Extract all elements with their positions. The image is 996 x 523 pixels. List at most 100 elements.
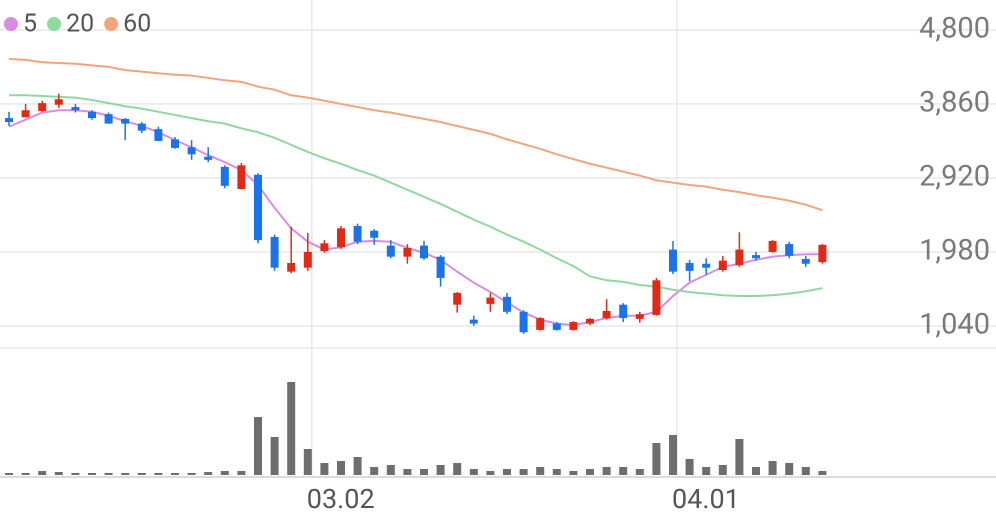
candle-body	[469, 319, 478, 324]
volume-bar	[436, 465, 445, 475]
volume-bar	[38, 471, 47, 475]
volume-bar	[569, 471, 578, 475]
candle-body	[303, 251, 312, 268]
volume-bar	[652, 443, 661, 475]
volume-bar	[752, 467, 760, 475]
legend-label: 20	[66, 10, 94, 39]
volume-bar	[287, 382, 296, 475]
candle-body	[503, 296, 511, 312]
volume-bar	[204, 472, 213, 475]
legend-label: 60	[123, 10, 151, 39]
volume-bar	[768, 461, 777, 475]
volume-bar	[635, 469, 644, 475]
candle-body	[137, 123, 146, 131]
candle-body	[552, 323, 561, 330]
candle-body	[403, 248, 412, 257]
candle-body	[569, 322, 578, 330]
candle-body	[320, 243, 329, 252]
volume-bar	[270, 437, 279, 475]
candle-body	[801, 259, 810, 264]
volume-bar	[685, 459, 694, 475]
y-tick-label: 3,860	[919, 86, 990, 120]
candle-body	[652, 280, 661, 315]
volume-bar	[469, 469, 478, 475]
candle-body	[5, 118, 13, 123]
volume-bar	[818, 471, 827, 475]
volume-bar	[21, 473, 30, 475]
candle-body	[735, 249, 744, 266]
candle-body	[586, 318, 594, 324]
candle-body	[254, 174, 262, 241]
volume-bar	[420, 469, 428, 475]
candle-body	[38, 103, 47, 112]
volume-bar	[619, 467, 628, 475]
ma-line	[9, 94, 823, 298]
volume-bar	[702, 467, 711, 475]
volume-bar	[403, 469, 412, 475]
volume-bar	[254, 417, 262, 475]
candle-body	[635, 314, 644, 319]
volume-bar	[104, 473, 113, 475]
candle-body	[370, 230, 379, 238]
candle-body	[420, 245, 428, 259]
volume-bar	[785, 463, 794, 475]
candle-body	[88, 111, 96, 119]
y-tick-label: 4,800	[919, 12, 990, 46]
candle-body	[154, 129, 163, 141]
volume-bar	[602, 467, 611, 475]
volume-bar	[154, 473, 163, 475]
x-tick-label: 03.02	[307, 483, 375, 515]
volume-bar	[71, 473, 80, 475]
volume-bar	[220, 471, 229, 475]
candle-body	[220, 166, 229, 186]
volume-bar	[503, 469, 511, 475]
candle-body	[669, 249, 677, 272]
volume-bar	[453, 463, 462, 475]
candle-body	[237, 165, 246, 189]
y-tick-label: 2,920	[919, 160, 990, 194]
candle-body	[104, 114, 113, 124]
volume-bar	[519, 469, 528, 475]
candle-body	[270, 236, 279, 268]
y-tick-label: 1,040	[919, 308, 990, 342]
volume-bar	[353, 457, 362, 475]
candle-body	[287, 262, 296, 272]
volume-bar	[320, 463, 329, 475]
candle-body	[386, 245, 395, 257]
volume-bar	[718, 465, 727, 475]
volume-bar	[88, 473, 96, 475]
volume-bar	[54, 472, 63, 475]
volume-bar	[536, 467, 545, 475]
y-tick-label: 1,980	[919, 234, 990, 268]
legend-label: 5	[23, 10, 37, 39]
volume-bar	[171, 473, 179, 475]
volume-bar	[801, 467, 810, 475]
legend-swatch	[47, 17, 62, 31]
candle-body	[619, 304, 628, 319]
candle-body	[121, 118, 130, 124]
candle-body	[536, 318, 545, 330]
x-tick-label: 04.01	[672, 483, 740, 515]
candle-body	[204, 156, 213, 160]
ma-line	[8, 58, 823, 212]
volume-bar	[237, 471, 246, 475]
candle-body	[71, 107, 80, 111]
volume-bar	[121, 473, 130, 475]
volume-bar	[337, 461, 345, 475]
candle-body	[54, 99, 63, 105]
volume-bar	[386, 465, 395, 475]
candle-body	[353, 225, 362, 242]
volume-bar	[137, 473, 146, 475]
volume-bar	[187, 473, 196, 475]
legend-swatch	[104, 17, 119, 31]
volume-bar	[735, 439, 744, 475]
candle-body	[602, 310, 611, 319]
candle-body	[752, 255, 760, 259]
candle-body	[685, 262, 694, 271]
candle-body	[818, 244, 827, 263]
legend: 5 20 60	[4, 10, 151, 39]
volume-bar	[669, 435, 677, 475]
volume-bar	[586, 469, 594, 475]
volume-bar	[552, 469, 561, 475]
